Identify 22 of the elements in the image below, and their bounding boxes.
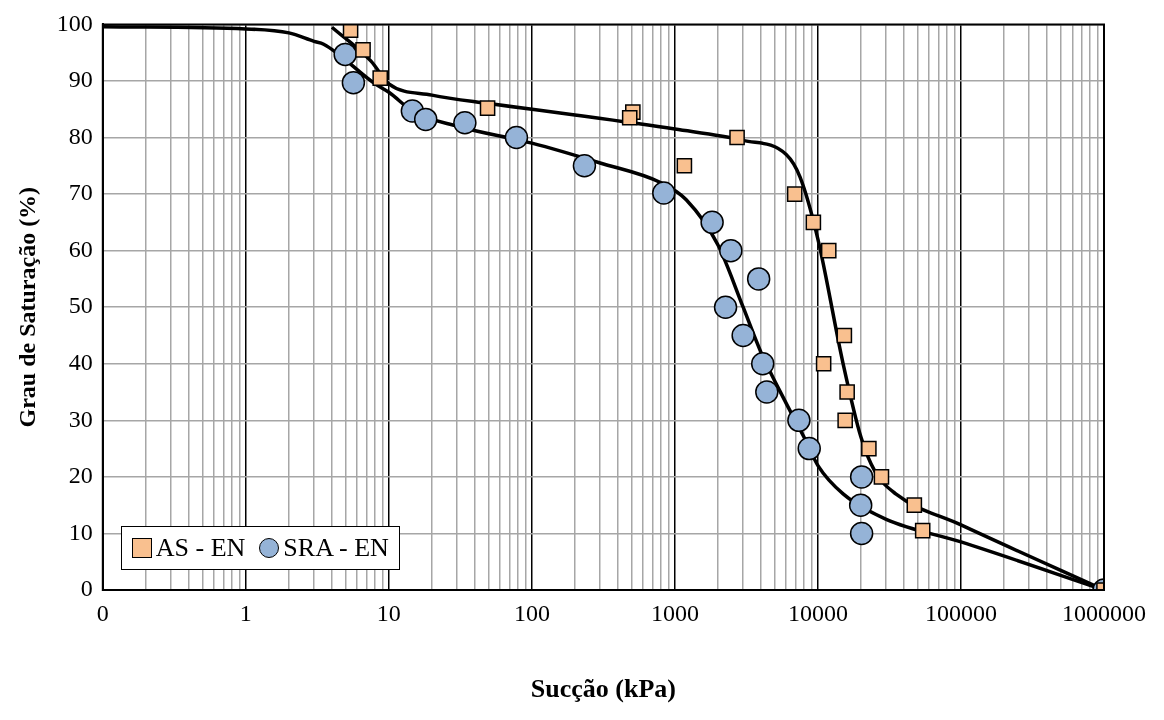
x-tick-label: 1: [239, 599, 252, 626]
legend-label: SRA - EN: [283, 533, 389, 563]
y-tick-label: 10: [68, 518, 93, 545]
y-tick-label: 20: [68, 462, 93, 489]
y-tick-label: 0: [80, 575, 93, 602]
y-tick-label: 60: [68, 235, 93, 262]
y-tick-label: 100: [56, 9, 93, 36]
y-tick-label: 50: [68, 292, 93, 319]
y-tick-label: 40: [68, 349, 93, 376]
y-tick-label: 30: [68, 405, 93, 432]
y-tick-label: 90: [68, 66, 93, 93]
x-axis-title: Sucção (kPa): [530, 674, 676, 704]
x-tick-label: 100000: [924, 599, 997, 626]
y-tick-label: 80: [68, 122, 93, 149]
y-axis-title: Grau de Saturação (%): [13, 186, 40, 428]
x-tick-label: 1000000: [1062, 599, 1146, 626]
x-tick-label: 100: [513, 599, 550, 626]
legend-label: AS - EN: [155, 533, 246, 563]
x-tick-label: 10000: [787, 599, 848, 626]
x-tick-label: 1000: [650, 599, 699, 626]
y-tick-label: 70: [68, 179, 93, 206]
x-tick-label: 10: [376, 599, 401, 626]
